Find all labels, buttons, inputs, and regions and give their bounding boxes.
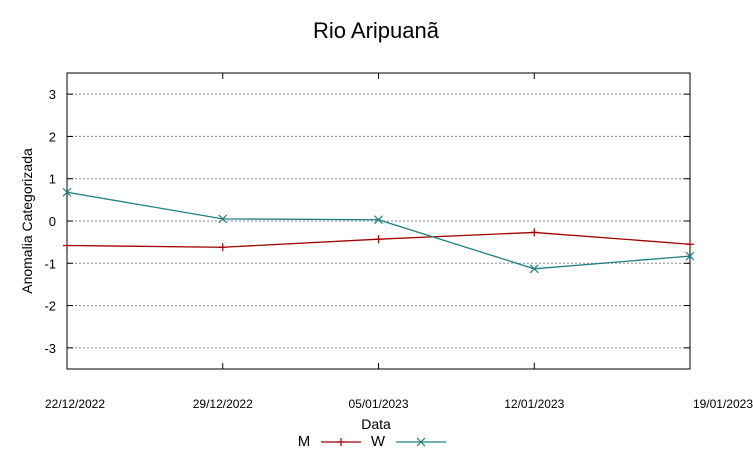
series-m	[63, 228, 694, 252]
legend-label: W	[371, 433, 386, 450]
x-axis-ticks: 22/12/2022 29/12/2022 05/01/2023 12/01/2023…	[45, 73, 753, 411]
y-tick-label: 3	[49, 87, 56, 102]
y-axis-label: Anomalia Categorizada	[19, 148, 35, 294]
series-marker	[62, 187, 72, 197]
chart-title: Rio Aripuanã	[313, 18, 440, 43]
series-w	[62, 187, 695, 274]
grid-lines	[67, 93, 690, 349]
x-tick-label: 29/12/2022	[193, 397, 253, 411]
y-tick-label: -2	[44, 299, 56, 314]
x-tick-label: 12/01/2023	[504, 397, 564, 411]
series-marker	[685, 251, 695, 261]
x-tick-label: 19/01/2023	[693, 397, 753, 411]
series-marker	[374, 215, 383, 225]
y-tick-label: -1	[44, 256, 56, 271]
series-marker	[416, 437, 426, 447]
y-tick-label: 2	[49, 129, 56, 144]
y-axis-ticks: 3 2 1 0 -1 -2 -3	[44, 87, 690, 356]
y-tick-label: -3	[44, 341, 56, 356]
series-marker	[529, 264, 539, 274]
x-axis-label: Data	[361, 416, 391, 432]
x-tick-label: 05/01/2023	[348, 397, 408, 411]
series-marker	[218, 214, 228, 224]
legend-label: M	[298, 433, 311, 450]
y-tick-label: 0	[49, 214, 56, 229]
series-line	[66, 191, 691, 270]
x-tick-label: 22/12/2022	[45, 397, 105, 411]
series-layer	[62, 187, 695, 274]
y-tick-label: 1	[49, 172, 56, 187]
